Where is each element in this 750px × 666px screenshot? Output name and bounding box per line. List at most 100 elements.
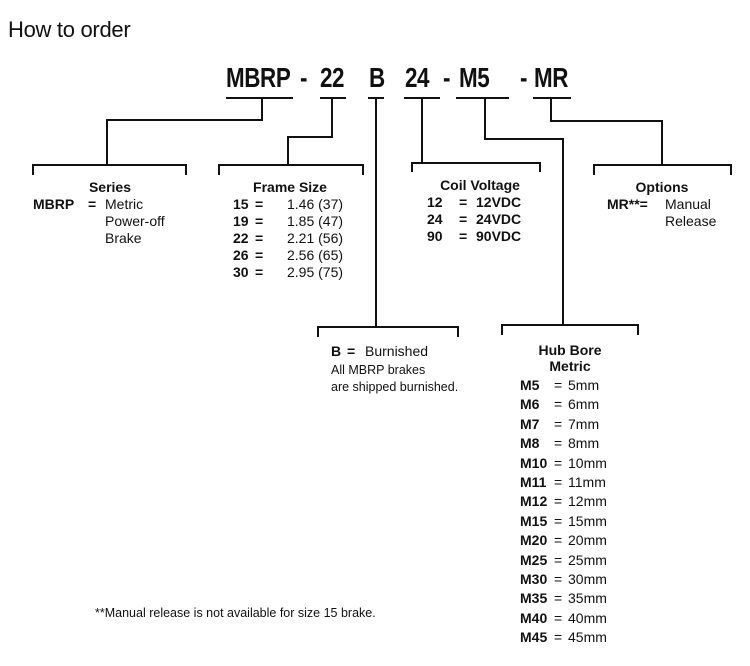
bore-value: 11mm	[568, 474, 606, 491]
equals-sign: =	[554, 629, 563, 646]
equals-sign: =	[554, 435, 563, 452]
hub-bore-row: M5 = 5mm	[520, 376, 607, 395]
code-separator: -	[520, 62, 528, 93]
frame-connector	[287, 98, 333, 165]
frame-code: 19	[233, 213, 249, 229]
hub-bore-row: M25 = 25mm	[520, 551, 607, 570]
code-separator: -	[300, 62, 308, 93]
voltage-value: 90VDC	[476, 228, 522, 244]
option-code: MR**=	[607, 196, 648, 212]
equals-sign: =	[459, 194, 468, 210]
code-voltage: 24	[405, 62, 430, 93]
hub-bore-row: M15 = 15mm	[520, 512, 607, 531]
bore-value: 45mm	[568, 629, 607, 646]
frame-bracket	[218, 164, 364, 175]
equals-sign: =	[554, 532, 563, 549]
bore-value: 7mm	[568, 415, 600, 432]
bore-value: 35mm	[568, 590, 607, 607]
series-bracket	[32, 164, 187, 175]
series-desc: Metric	[105, 196, 144, 212]
bore-code: M12	[520, 493, 548, 510]
hub-bore-row: M6 = 6mm	[520, 395, 607, 414]
code-bore: M5	[459, 62, 490, 93]
code-separator: -	[443, 62, 451, 93]
bore-code: M11	[520, 474, 547, 491]
bore-code: M8	[520, 435, 540, 452]
series-block: MBRP = Metric Power-off Brake	[33, 196, 165, 247]
options-block: MR**= Manual Release	[607, 196, 716, 230]
equals-sign: =	[554, 609, 563, 626]
coil-voltage-row: 12 = 12VDC	[427, 194, 521, 211]
equals-sign: =	[554, 590, 563, 607]
frame-value: 2.21 (56)	[287, 230, 344, 246]
bore-value: 15mm	[568, 512, 607, 529]
code-series: MBRP	[226, 62, 291, 93]
coil-voltage-row: 90 = 90VDC	[427, 228, 521, 245]
hub-bore-row: M12 = 12mm	[520, 492, 607, 511]
hub-bore-row: M11 = 11mm	[520, 473, 607, 492]
frame-code: 26	[233, 247, 249, 263]
bore-value: 25mm	[568, 551, 607, 568]
frame-value: 1.85 (47)	[287, 213, 344, 229]
page-title: How to order	[8, 17, 131, 42]
frame-size-header: Frame Size	[253, 179, 327, 195]
equals-sign: =	[459, 228, 468, 244]
frame-code: 22	[233, 230, 249, 246]
bore-code: M6	[520, 396, 540, 413]
bore-value: 40mm	[568, 609, 607, 626]
bore-code: M7	[520, 415, 540, 432]
bore-code: M45	[520, 629, 548, 646]
hub-bore-row: M45 = 45mm	[520, 628, 607, 647]
bore-value: 20mm	[568, 532, 607, 549]
burnish-note: are shipped burnished.	[331, 380, 459, 394]
bore-code: M10	[520, 454, 548, 471]
hub-bore-row: M35 = 35mm	[520, 589, 607, 608]
equals-sign: =	[554, 571, 563, 588]
option-desc: Manual	[665, 196, 711, 212]
frame-size-row: 19 = 1.85 (47)	[233, 213, 343, 230]
hub-bore-title: Hub Bore	[538, 342, 602, 358]
voltage-value: 12VDC	[476, 194, 522, 210]
equals-sign: =	[255, 230, 264, 246]
bore-value: 10mm	[568, 454, 607, 471]
frame-code: 30	[233, 264, 249, 280]
bore-code: M5	[520, 377, 540, 393]
coil-voltage-row: 24 = 24VDC	[427, 211, 521, 228]
series-desc: Brake	[105, 230, 142, 246]
equals-sign: =	[554, 474, 563, 491]
bore-connector	[484, 98, 564, 325]
coil-voltage-header: Coil Voltage	[440, 177, 520, 193]
voltage-value: 24VDC	[476, 211, 522, 227]
equals-sign: =	[554, 512, 563, 529]
voltage-code: 12	[427, 194, 443, 210]
bore-code: M40	[520, 609, 548, 626]
frame-size-row: 22 = 2.21 (56)	[233, 230, 343, 247]
hub-bore-row: M10 = 10mm	[520, 454, 607, 473]
hub-bore-row: M8 = 8mm	[520, 434, 607, 453]
bore-code: M30	[520, 571, 548, 588]
frame-size-row: 30 = 2.95 (75)	[233, 264, 343, 281]
equals-sign: =	[554, 415, 563, 432]
burnish-code: B	[331, 343, 342, 359]
series-desc: Power-off	[105, 213, 165, 229]
bore-code: M15	[520, 512, 548, 529]
code-frame: 22	[320, 62, 345, 93]
frame-value: 2.95 (75)	[287, 264, 344, 280]
voltage-bracket	[411, 162, 541, 172]
series-code: MBRP	[33, 196, 75, 212]
bore-value: 6mm	[568, 396, 600, 413]
burnish-bracket	[317, 326, 459, 337]
burnish-desc: Burnished	[365, 343, 429, 359]
equals-sign: =	[255, 196, 264, 212]
options-header: Options	[635, 179, 689, 195]
equals-sign: =	[554, 396, 563, 413]
equals-sign: =	[255, 247, 264, 263]
frame-code: 15	[233, 196, 249, 212]
hub-bore-list: M5 = 5mm M6 = 6mm M7 = 7mm M8 = 8mm M10 = 10mm M11 = 11mm…	[520, 376, 607, 648]
equals-sign: =	[255, 213, 264, 229]
hub-bore-header: Hub Bore Metric	[520, 342, 620, 374]
frame-value: 2.56 (65)	[287, 247, 344, 263]
bore-value: 5mm	[568, 377, 600, 393]
